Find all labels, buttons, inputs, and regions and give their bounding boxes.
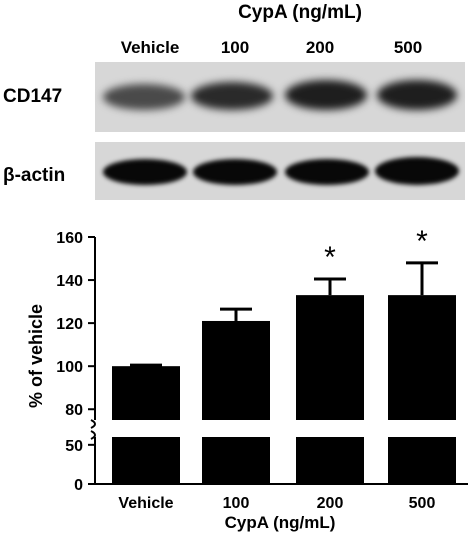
bar-upper-0 — [112, 366, 180, 420]
blot-row-label-cd147: CD147 — [3, 86, 63, 107]
chart-ticks: 0 50 80 100 120 140 160 Vehicle 100 200 * 500 * — [56, 225, 435, 512]
y-axis-label: % of vehicle — [26, 304, 46, 408]
bar-lower-0 — [112, 437, 180, 484]
blot-panel-cd147 — [95, 62, 465, 132]
x-tick-label-1: 100 — [223, 495, 250, 512]
y-tick-label: 50 — [65, 438, 83, 455]
bar-upper-2 — [296, 295, 364, 420]
cd147-band-100 — [191, 82, 273, 110]
bar-upper-1 — [202, 320, 270, 420]
lane-label-500: 500 — [393, 38, 423, 57]
significance-marker-2: * — [324, 241, 336, 274]
lane-label-100: 100 — [220, 38, 250, 57]
x-tick-label-0: Vehicle — [118, 495, 173, 512]
actin-band-vehicle — [103, 159, 187, 185]
x-axis-label: CypA (ng/mL) — [225, 513, 336, 532]
blot-row-label-beta-actin: β-actin — [3, 165, 66, 186]
cd147-band-500 — [377, 80, 457, 110]
bar-lower-1 — [202, 437, 270, 484]
axis-break-mark-top — [90, 419, 96, 429]
y-tick-label: 140 — [56, 273, 83, 290]
actin-band-100 — [193, 159, 277, 185]
y-tick-label: 100 — [56, 359, 83, 376]
cd147-band-200 — [285, 80, 367, 110]
axis-break-mark-bottom — [90, 430, 96, 440]
actin-band-200 — [285, 159, 369, 185]
chart-bars — [112, 261, 456, 484]
bar-upper-3 — [388, 295, 456, 420]
bar-lower-3 — [388, 437, 456, 484]
blot-title: CypA (ng/mL) — [238, 2, 362, 23]
actin-band-500 — [375, 157, 459, 185]
y-tick-label: 160 — [56, 230, 83, 247]
y-tick-label: 120 — [56, 316, 83, 333]
bar-lower-2 — [296, 437, 364, 484]
x-tick-label-3: 500 — [409, 495, 436, 512]
y-tick-label: 80 — [65, 402, 83, 419]
cd147-band-vehicle — [103, 84, 185, 110]
significance-marker-3: * — [416, 225, 428, 258]
blot-panel-beta-actin — [95, 142, 465, 200]
x-tick-label-2: 200 — [317, 495, 344, 512]
lane-label-vehicle: Vehicle — [120, 38, 180, 57]
lane-label-200: 200 — [305, 38, 335, 57]
y-tick-label: 0 — [74, 477, 83, 494]
